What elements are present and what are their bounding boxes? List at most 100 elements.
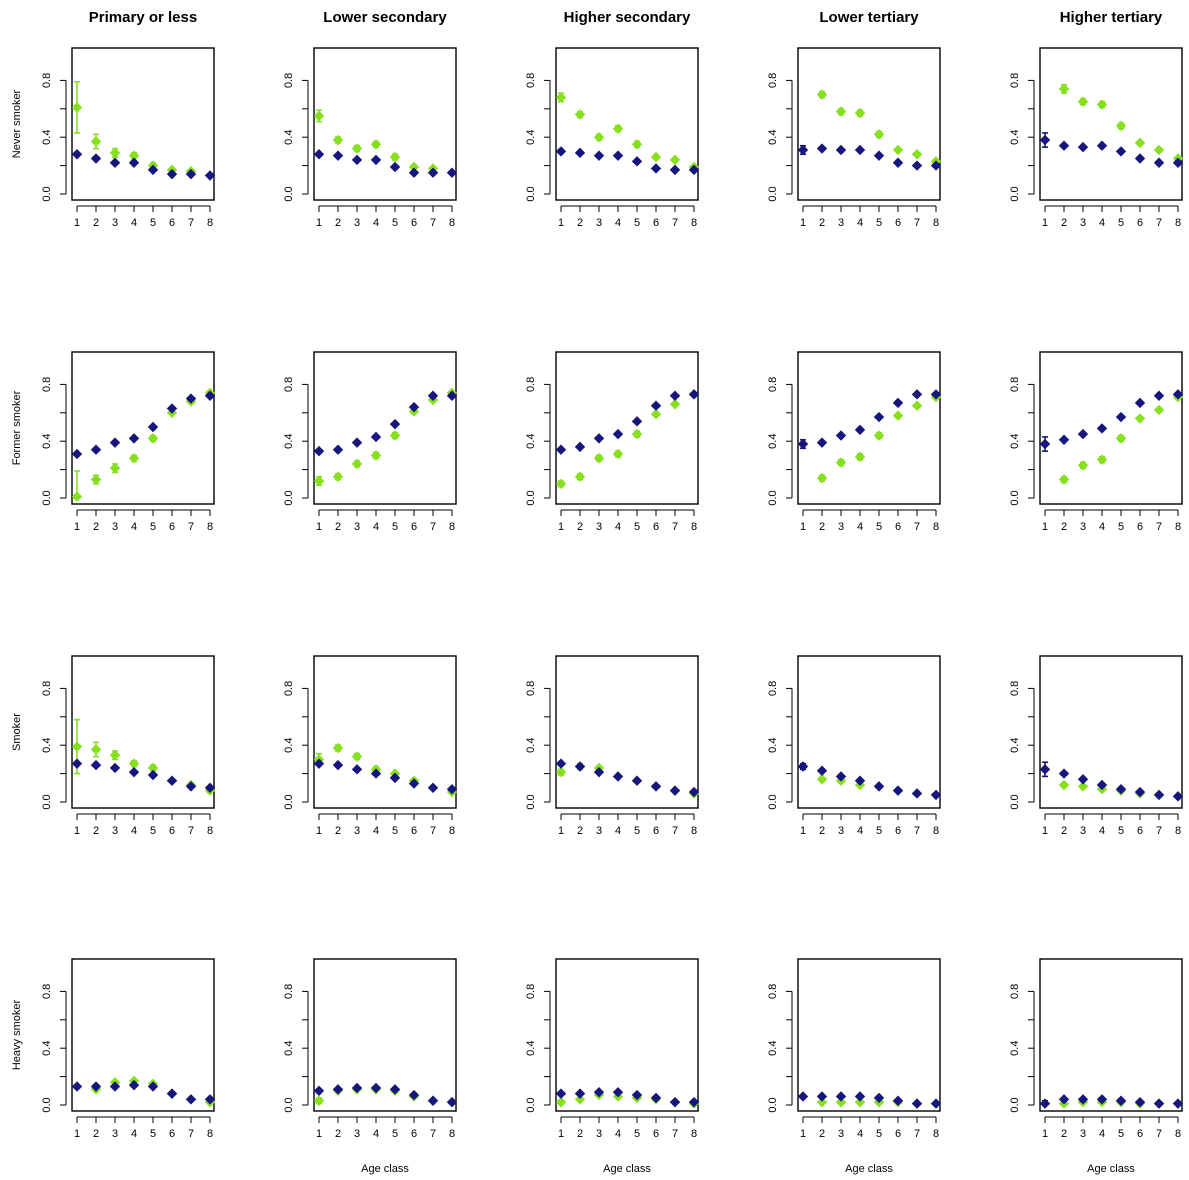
x-tick-label: 5 bbox=[876, 825, 882, 837]
y-tick-label: 0.8 bbox=[283, 377, 295, 392]
y-tick-label: 0.4 bbox=[283, 738, 295, 753]
blue-point bbox=[427, 782, 439, 794]
blue-point bbox=[370, 1082, 382, 1094]
x-axis: 1 2 3 4 5 6 7 8 bbox=[558, 1116, 697, 1140]
blue-point bbox=[427, 167, 439, 178]
x-tick-label: 8 bbox=[1175, 1128, 1181, 1140]
green-point bbox=[1058, 474, 1070, 485]
x-axis: 1 2 3 4 5 6 7 8 bbox=[74, 1116, 213, 1140]
x-tick-label: 3 bbox=[354, 1128, 360, 1140]
x-axis: 1 2 3 4 5 6 7 8 bbox=[316, 813, 455, 837]
y-tick-label: 0.0 bbox=[283, 186, 295, 201]
x-tick-label: 4 bbox=[373, 521, 379, 533]
x-tick-label: 5 bbox=[634, 825, 640, 837]
blue-point bbox=[854, 775, 866, 786]
panel-3-5: 0.0 0.4 0.8 1 2 3 4 5 6 7 8 bbox=[1009, 655, 1184, 837]
x-tick-label: 1 bbox=[74, 217, 80, 229]
x-axis: 1 2 3 4 5 6 7 8 bbox=[1042, 205, 1181, 229]
blue-point bbox=[109, 762, 121, 774]
x-tick-label: 6 bbox=[411, 1128, 417, 1140]
green-point bbox=[593, 131, 605, 143]
blue-point bbox=[873, 1092, 885, 1104]
plot-frame bbox=[1039, 351, 1183, 505]
x-tick-label: 6 bbox=[1137, 521, 1143, 533]
panel-4-1: 0.0 0.4 0.8 1 2 3 4 5 6 7 8 bbox=[41, 958, 216, 1140]
green-point bbox=[1115, 120, 1127, 132]
blue-point bbox=[313, 149, 325, 160]
blue-point bbox=[797, 438, 809, 450]
blue-point bbox=[911, 389, 923, 400]
blue-point bbox=[612, 428, 624, 440]
x-axis: 1 2 3 4 5 6 7 8 bbox=[316, 509, 455, 533]
y-axis: 0.0 0.4 0.8 bbox=[525, 73, 551, 202]
panel-1-5: 0.0 0.4 0.8 1 2 3 4 5 6 7 8 bbox=[1009, 47, 1184, 229]
x-tick-label: 1 bbox=[74, 825, 80, 837]
x-tick-label: 4 bbox=[1099, 1128, 1105, 1140]
row-label: Never smoker bbox=[11, 89, 23, 158]
y-tick-label: 0.4 bbox=[1009, 130, 1021, 145]
y-axis: 0.0 0.4 0.8 bbox=[1009, 377, 1035, 506]
plot-frame bbox=[71, 47, 215, 201]
blue-point bbox=[1077, 428, 1089, 440]
x-tick-label: 2 bbox=[1061, 217, 1067, 229]
blue-point bbox=[332, 150, 344, 161]
x-tick-label: 8 bbox=[933, 1128, 939, 1140]
blue-point bbox=[1134, 786, 1146, 798]
plot-frame bbox=[1039, 655, 1183, 809]
blue-point bbox=[892, 397, 904, 409]
green-point bbox=[1134, 413, 1146, 424]
blue-point bbox=[1153, 1098, 1165, 1109]
blue-point bbox=[351, 154, 363, 166]
x-tick-label: 7 bbox=[188, 521, 194, 533]
green-point bbox=[669, 154, 681, 166]
blue-point bbox=[1115, 1095, 1127, 1106]
x-axis: 1 2 3 4 5 6 7 8 bbox=[316, 1116, 455, 1140]
blue-point bbox=[555, 444, 567, 455]
blue-point bbox=[688, 1096, 700, 1108]
blue-point bbox=[71, 1081, 83, 1092]
blue-point bbox=[593, 1087, 605, 1098]
blue-point bbox=[574, 441, 586, 453]
x-tick-label: 7 bbox=[1156, 217, 1162, 229]
x-tick-label: 2 bbox=[93, 521, 99, 533]
blue-point bbox=[797, 1091, 809, 1102]
green-point bbox=[555, 1096, 567, 1108]
x-tick-label: 3 bbox=[596, 217, 602, 229]
panel-4-4: 0.0 0.4 0.8 1 2 3 4 5 6 7 8 bbox=[767, 958, 942, 1140]
x-tick-label: 1 bbox=[74, 1128, 80, 1140]
blue-point bbox=[427, 390, 439, 401]
x-tick-label: 7 bbox=[914, 825, 920, 837]
blue-point bbox=[593, 150, 605, 161]
green-point bbox=[332, 742, 344, 754]
x-tick-label: 5 bbox=[1118, 1128, 1124, 1140]
panel-3-1: 0.0 0.4 0.8 1 2 3 4 5 6 7 8 bbox=[41, 655, 216, 837]
x-axis: 1 2 3 4 5 6 7 8 bbox=[74, 813, 213, 837]
x-tick-label: 3 bbox=[1080, 1128, 1086, 1140]
green-point bbox=[650, 151, 662, 163]
y-axis: 0.0 0.4 0.8 bbox=[767, 984, 793, 1113]
blue-point bbox=[408, 167, 420, 178]
x-tick-label: 6 bbox=[411, 217, 417, 229]
y-tick-label: 0.4 bbox=[283, 1041, 295, 1056]
y-tick-label: 0.0 bbox=[525, 1097, 537, 1112]
panel-3-4: 0.0 0.4 0.8 1 2 3 4 5 6 7 8 bbox=[767, 655, 942, 837]
x-axis: 1 2 3 4 5 6 7 8 bbox=[800, 1116, 939, 1140]
x-tick-label: 8 bbox=[207, 1128, 213, 1140]
x-tick-label: 1 bbox=[800, 521, 806, 533]
blue-point bbox=[555, 758, 567, 769]
panel-2-2: 0.0 0.4 0.8 1 2 3 4 5 6 7 8 bbox=[283, 351, 458, 533]
x-tick-label: 2 bbox=[577, 825, 583, 837]
y-axis: 0.0 0.4 0.8 bbox=[525, 377, 551, 506]
blue-point bbox=[631, 1089, 643, 1101]
green-point bbox=[1077, 781, 1089, 792]
plot-frame bbox=[313, 47, 457, 201]
panel-2-1: 0.0 0.4 0.8 1 2 3 4 5 6 7 8 bbox=[41, 351, 216, 533]
blue-point bbox=[166, 1088, 178, 1099]
x-tick-label: 8 bbox=[207, 521, 213, 533]
x-tick-label: 8 bbox=[691, 1128, 697, 1140]
blue-point bbox=[446, 390, 458, 401]
plot-frame bbox=[313, 351, 457, 505]
blue-point bbox=[408, 1089, 420, 1101]
x-tick-label: 1 bbox=[558, 217, 564, 229]
blue-point bbox=[816, 143, 828, 154]
